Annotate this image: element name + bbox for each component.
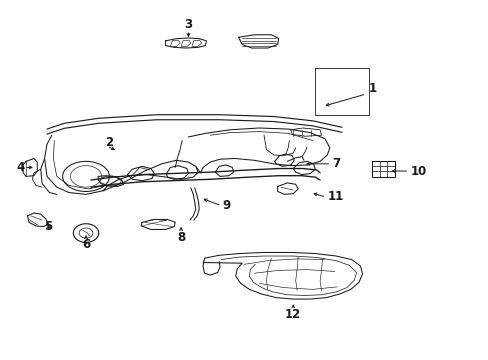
Text: 5: 5	[44, 220, 53, 233]
Text: 7: 7	[331, 157, 340, 170]
Text: 10: 10	[409, 165, 426, 177]
Text: 8: 8	[177, 231, 185, 244]
Text: 6: 6	[81, 238, 90, 251]
Text: 1: 1	[368, 82, 376, 95]
Text: 12: 12	[285, 308, 301, 321]
Text: 3: 3	[184, 18, 192, 31]
Text: 9: 9	[222, 199, 230, 212]
Text: 11: 11	[327, 190, 343, 203]
Text: 4: 4	[16, 161, 24, 174]
Text: 2: 2	[105, 136, 113, 149]
